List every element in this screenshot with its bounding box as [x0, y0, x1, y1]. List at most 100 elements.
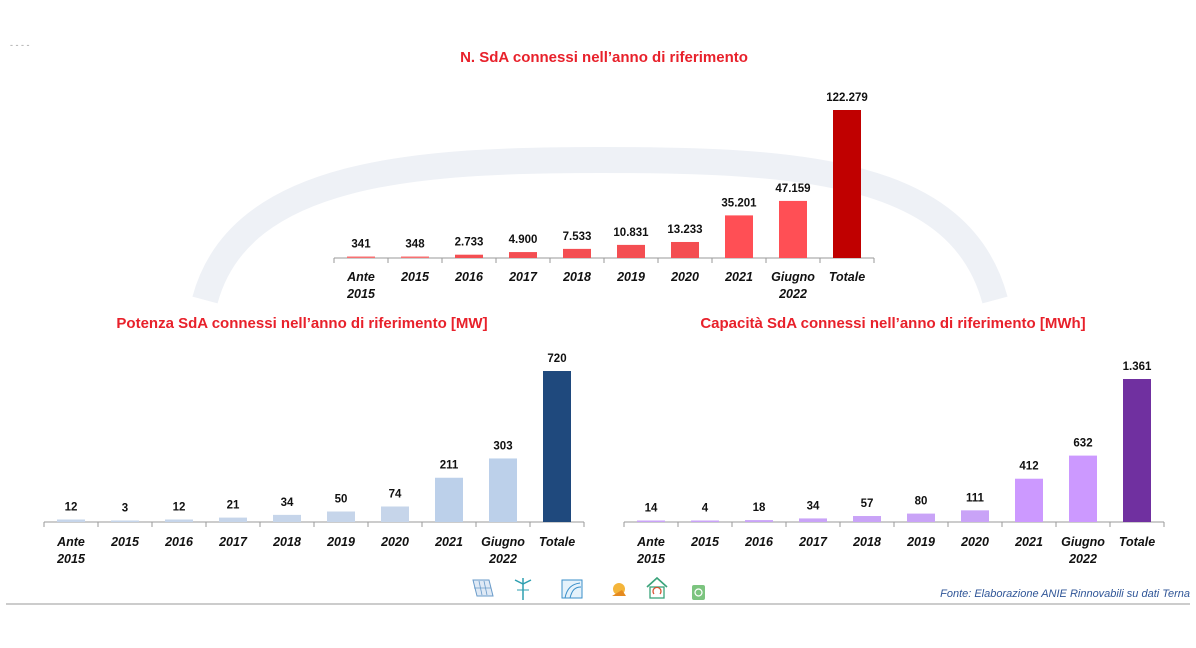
data-label: 80: [915, 496, 928, 508]
chart-title: Potenza SdA connessi nell’anno di riferi…: [116, 315, 487, 332]
category-label: 2017: [218, 535, 248, 549]
bar: [327, 511, 355, 522]
category-label: Giugno 2022: [1061, 535, 1105, 566]
category-label: 2018: [272, 535, 301, 549]
category-label: 2015: [110, 535, 140, 549]
data-label: 341: [351, 239, 371, 251]
bar: [745, 520, 773, 522]
data-label: 47.159: [775, 183, 810, 195]
chart-title: N. SdA connessi nell’anno di riferimento: [460, 49, 748, 66]
data-label: 12: [65, 501, 78, 513]
bar: [543, 371, 571, 522]
category-label: 2020: [960, 535, 989, 549]
bar: [509, 252, 537, 258]
data-label: 3: [122, 503, 128, 515]
data-label: 720: [547, 353, 566, 365]
data-label: 57: [861, 498, 874, 510]
category-label: 2021: [1014, 535, 1043, 549]
bar: [1015, 478, 1043, 522]
bar: [489, 458, 517, 522]
bar: [165, 519, 193, 522]
data-label: 18: [753, 502, 766, 514]
category-label: Ante 2015: [56, 535, 86, 566]
corner-mark: - - - -: [10, 40, 30, 50]
category-label: 2021: [724, 270, 753, 284]
bar: [907, 513, 935, 522]
bar: [779, 200, 807, 258]
solar-panel-icon: [472, 579, 494, 597]
bar: [455, 254, 483, 258]
category-label: Giugno 2022: [481, 535, 525, 566]
category-label: 2018: [852, 535, 881, 549]
category-label: 2019: [326, 535, 355, 549]
chart-power: Potenza SdA connessi nell’anno di riferi…: [43, 315, 585, 566]
data-label: 4: [702, 503, 709, 515]
bar: [111, 520, 139, 522]
data-label: 50: [335, 494, 348, 506]
bar: [563, 248, 591, 258]
data-label: 111: [966, 492, 985, 504]
data-label: 632: [1073, 438, 1092, 450]
hydro-icon: [561, 579, 583, 599]
bar: [347, 256, 375, 258]
data-label: 412: [1019, 461, 1038, 473]
category-label: 2017: [798, 535, 828, 549]
category-label: Ante 2015: [636, 535, 666, 566]
data-label: 2.733: [455, 237, 484, 249]
category-label: 2016: [164, 535, 194, 549]
category-label: Totale: [829, 270, 865, 284]
data-label: 7.533: [563, 231, 592, 243]
bar: [833, 110, 861, 258]
category-label: 2016: [744, 535, 774, 549]
bar: [219, 517, 247, 522]
bioenergy-icon: [692, 585, 705, 600]
data-label: 348: [405, 239, 425, 251]
data-label: 34: [281, 497, 294, 509]
bar: [617, 244, 645, 258]
bar: [1069, 455, 1097, 522]
chart-title: Capacità SdA connessi nell’anno di rifer…: [700, 315, 1085, 332]
data-label: 10.831: [613, 227, 649, 239]
category-label: 2019: [616, 270, 645, 284]
bar: [637, 520, 665, 522]
bar: [853, 516, 881, 522]
data-label: 211: [440, 460, 459, 472]
category-label: 2019: [906, 535, 935, 549]
bar: [691, 520, 719, 522]
bar: [725, 215, 753, 258]
category-label: 2015: [690, 535, 720, 549]
bar: [435, 477, 463, 522]
data-label: 74: [389, 488, 402, 500]
bar: [401, 256, 429, 258]
category-label: Ante 2015: [346, 270, 376, 301]
bar: [381, 506, 409, 522]
bar: [57, 519, 85, 522]
bar: [273, 514, 301, 522]
category-label: 2018: [562, 270, 591, 284]
category-label: Giugno 2022: [771, 270, 815, 301]
category-label: 2020: [380, 535, 409, 549]
storage-house-icon: [646, 576, 668, 599]
data-label: 13.233: [667, 224, 702, 236]
data-label: 1.361: [1123, 361, 1152, 373]
category-label: 2015: [400, 270, 430, 284]
category-label: 2020: [670, 270, 699, 284]
data-label: 21: [227, 500, 240, 512]
watermark-arc: [192, 146, 1008, 304]
bar: [799, 518, 827, 522]
data-label: 12: [173, 501, 186, 513]
wind-turbine-icon: [514, 578, 532, 600]
bar: [1123, 379, 1151, 522]
data-label: 34: [807, 500, 820, 512]
data-label: 14: [645, 503, 658, 515]
category-label: Totale: [1119, 535, 1155, 549]
chart-count: N. SdA connessi nell’anno di riferimento…: [333, 49, 875, 301]
source-note: Fonte: Elaborazione ANIE Rinnovabili su …: [940, 588, 1190, 600]
category-label: 2021: [434, 535, 463, 549]
chart-capacity: Capacità SdA connessi nell’anno di rifer…: [623, 315, 1165, 566]
data-label: 4.900: [509, 234, 538, 246]
category-label: 2017: [508, 270, 538, 284]
data-label: 303: [493, 440, 512, 452]
bar: [961, 510, 989, 522]
